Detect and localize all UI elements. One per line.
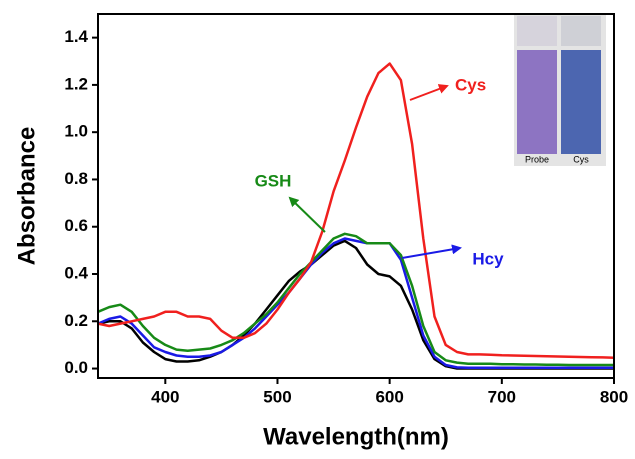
- y-tick-label: 1.4: [64, 27, 88, 46]
- annotation: Hcy: [472, 249, 504, 268]
- y-tick-label: 0.4: [64, 263, 88, 282]
- y-tick-label: 0.0: [64, 358, 88, 377]
- x-tick-label: 500: [263, 387, 291, 406]
- y-tick-label: 0.6: [64, 216, 88, 235]
- series-line: [97, 237, 614, 370]
- x-tick-label: 700: [488, 387, 516, 406]
- annotation-arrow: [288, 196, 326, 233]
- inset-photo: [514, 14, 606, 166]
- y-tick-label: 1.0: [64, 122, 88, 141]
- x-axis-title: Wavelength(nm): [263, 423, 449, 450]
- x-tick-label: 600: [375, 387, 403, 406]
- inset-label: Cys: [573, 154, 589, 164]
- series-line: [97, 62, 615, 359]
- x-tick-label: 400: [151, 387, 179, 406]
- annotation: Cys: [455, 75, 486, 94]
- y-axis-title: Absorbance: [13, 127, 40, 266]
- annotation: GSH: [255, 171, 292, 190]
- y-tick-label: 0.8: [64, 169, 88, 188]
- series-line: [97, 232, 614, 367]
- annotation-arrow: [401, 244, 462, 259]
- y-tick-label: 0.2: [64, 311, 88, 330]
- annotation-arrow: [409, 84, 449, 101]
- x-tick-label: 800: [600, 387, 628, 406]
- y-tick-label: 1.2: [64, 74, 88, 93]
- plot-frame: [97, 13, 615, 379]
- inset-label: Probe: [525, 154, 549, 164]
